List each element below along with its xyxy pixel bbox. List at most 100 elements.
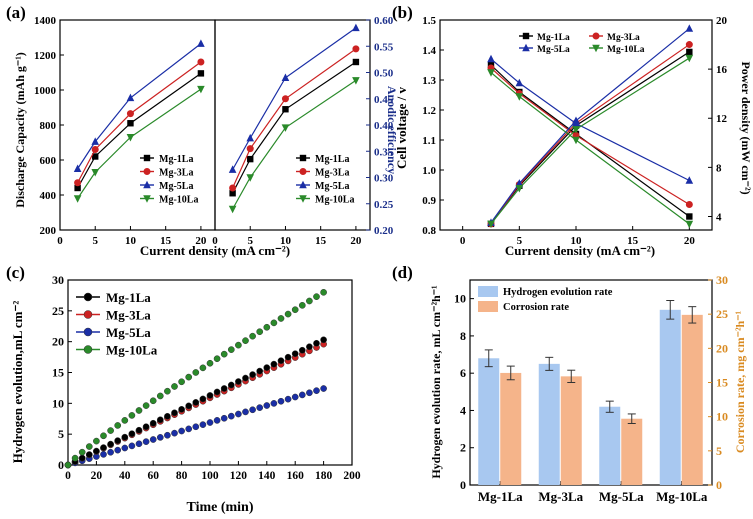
panel-a-left-Mg-1La-point	[197, 70, 205, 77]
panel-a-right-Mg-5La-point	[228, 165, 237, 173]
legend-label: Mg-3La	[106, 308, 151, 323]
panel-c-point-Mg-1La	[85, 451, 93, 458]
panel-a-left-Mg-10La-point	[126, 134, 135, 142]
panel-d-ytick-label-right: 20	[716, 341, 728, 355]
legend-marker	[299, 180, 307, 189]
panel-b-voltage-Mg-5La-point	[515, 78, 524, 87]
panel-c-point-Mg-10La	[121, 417, 129, 424]
panel-a-right-Mg-3La-line	[232, 48, 357, 189]
panel-c-point-Mg-1La	[178, 406, 185, 413]
legend-marker	[143, 154, 151, 162]
panel-d-chart: Hydrogen evolution rate, mL cm⁻²h⁻¹ Corr…	[429, 273, 747, 504]
panel-c-xtick-label: 80	[176, 470, 188, 482]
panel-d-ytick-label-right: 15	[716, 376, 728, 390]
panel-d-ytick-label-right: 0	[716, 478, 722, 492]
panel-a-right-Mg-10La-point	[281, 124, 290, 132]
panel-c-point-Mg-1La	[100, 444, 107, 451]
panel-d-ylabel-right: Corrosion rate, mg cm⁻²h⁻¹	[733, 310, 747, 453]
panel-c-ytick-label: 0	[58, 458, 64, 472]
legend-label: Mg-1La	[315, 154, 349, 165]
panel-b-power-Mg-1La-point	[686, 48, 693, 56]
panel-c-point-Mg-10La	[93, 437, 100, 445]
legend-marker	[83, 327, 93, 337]
panel-d-bar-hydrogen	[659, 309, 681, 485]
panel-b-power-Mg-1La-line	[490, 51, 690, 225]
panel-c-xtick-label: 160	[287, 470, 305, 482]
panel-a-right-ytick-label-right: 0.25	[374, 199, 394, 211]
panel-a-right-Mg-1La-point	[282, 106, 289, 113]
panel-d-ytick-label: 10	[454, 292, 466, 306]
panel-d-bar-hydrogen	[538, 363, 560, 485]
panel-c-point-Mg-10La	[114, 422, 122, 429]
legend-label: Mg-1La	[537, 33, 570, 43]
panel-a-right-Mg-5La-line	[232, 27, 357, 170]
panel-d-bar-hydrogen	[599, 406, 621, 485]
legend-marker	[592, 32, 600, 40]
panel-c-point-Mg-10La	[277, 315, 285, 322]
panel-b-voltage-Mg-10La-point	[685, 220, 694, 229]
panel-d-bar-corrosion	[500, 372, 522, 485]
panel-c-point-Mg-10La	[263, 323, 271, 331]
panel-c-point-Mg-10La	[64, 461, 72, 469]
panel-b-voltage-Mg-3La-point	[685, 201, 693, 208]
panel-b-power-Mg-5La-point	[515, 179, 524, 187]
panel-d-ytick-label: 8	[460, 329, 466, 343]
panel-label-d: (d)	[392, 263, 413, 282]
panel-a-right-Mg-1La-point	[352, 58, 360, 66]
panel-b-ytick-label-right: 16	[716, 64, 728, 76]
panel-c-point-Mg-10La	[78, 448, 86, 456]
panel-c-point-Mg-10La	[135, 407, 143, 414]
panel-a-left-Mg-5La-point	[126, 93, 135, 102]
legend-label: Mg-1La	[159, 154, 193, 165]
panel-b-xtick-label: 10	[571, 235, 583, 247]
panel-a-right-Mg-10La-point	[228, 205, 237, 214]
panel-a-right-Mg-10La-line	[232, 79, 357, 210]
panel-a-right-xtick-label: 15	[315, 235, 327, 247]
panel-a-left-Mg-3La-point	[126, 110, 134, 118]
panel-c-point-Mg-10La	[164, 387, 171, 395]
panel-c-point-Mg-5La	[277, 397, 285, 405]
panel-c-ytick-label: 25	[52, 304, 64, 318]
panel-c-point-Mg-1La	[142, 423, 150, 431]
panel-c-point-Mg-5La	[171, 429, 178, 437]
panel-b-power-Mg-3La-point	[685, 41, 693, 49]
panel-c-xtick-label: 60	[147, 470, 159, 482]
panel-c-point-Mg-1La	[277, 357, 285, 365]
panel-c-point-Mg-1La	[320, 336, 327, 344]
panel-c-point-Mg-5La	[291, 393, 299, 401]
panel-d-ytick-label-right: 25	[716, 307, 728, 321]
panel-c-point-Mg-5La	[227, 412, 235, 420]
panel-c-point-Mg-5La	[164, 431, 171, 439]
panel-b-xtick-label: 5	[517, 235, 523, 247]
panel-a-left-ytick-label: 400	[40, 190, 57, 202]
panel-c-point-Mg-10La	[284, 310, 292, 318]
panel-c-point-Mg-10La	[270, 319, 278, 327]
legend-swatch	[478, 286, 498, 297]
panel-c-point-Mg-10La	[142, 402, 150, 409]
panel-b-xtick-label: 15	[627, 235, 639, 247]
panel-c-xtick-label: 120	[230, 470, 248, 482]
panel-a-right-Mg-3La-point	[281, 95, 289, 103]
panel-a-ylabel-right: Anodic efficiency	[385, 86, 399, 174]
panel-c-point-Mg-5La	[320, 385, 327, 392]
panel-a-left-Mg-10La-point	[73, 195, 82, 203]
panel-b-voltage-Mg-1La-point	[686, 213, 693, 220]
panel-c-chart: Hydrogen evolution,mL cm⁻² Time (min) 0 2…	[10, 273, 361, 515]
panel-b-voltage-Mg-1La-line	[490, 64, 690, 217]
panel-c-point-Mg-10La	[235, 341, 242, 349]
panel-c-point-Mg-1La	[263, 364, 271, 371]
panel-c-point-Mg-1La	[135, 426, 143, 434]
panel-a-right-Mg-1La-point	[247, 155, 254, 163]
panel-d-xtick-label: Mg-10La	[656, 489, 708, 504]
panel-b-xlabel: Current density (mA cm⁻²)	[505, 243, 655, 258]
panel-a-left-ytick-label: 1400	[34, 15, 57, 27]
panel-c-ytick-label: 30	[52, 273, 64, 287]
panel-c-point-Mg-10La	[149, 397, 157, 405]
panel-a-left-Mg-1La-point	[127, 120, 134, 127]
panel-a-left-ytick-label: 1200	[34, 50, 57, 62]
panel-a-left-Mg-3La-point	[197, 58, 205, 66]
panel-a-right-Mg-3La-point	[229, 184, 237, 192]
panel-c-point-Mg-5La	[220, 414, 228, 422]
panel-c-point-Mg-1La	[249, 371, 256, 378]
